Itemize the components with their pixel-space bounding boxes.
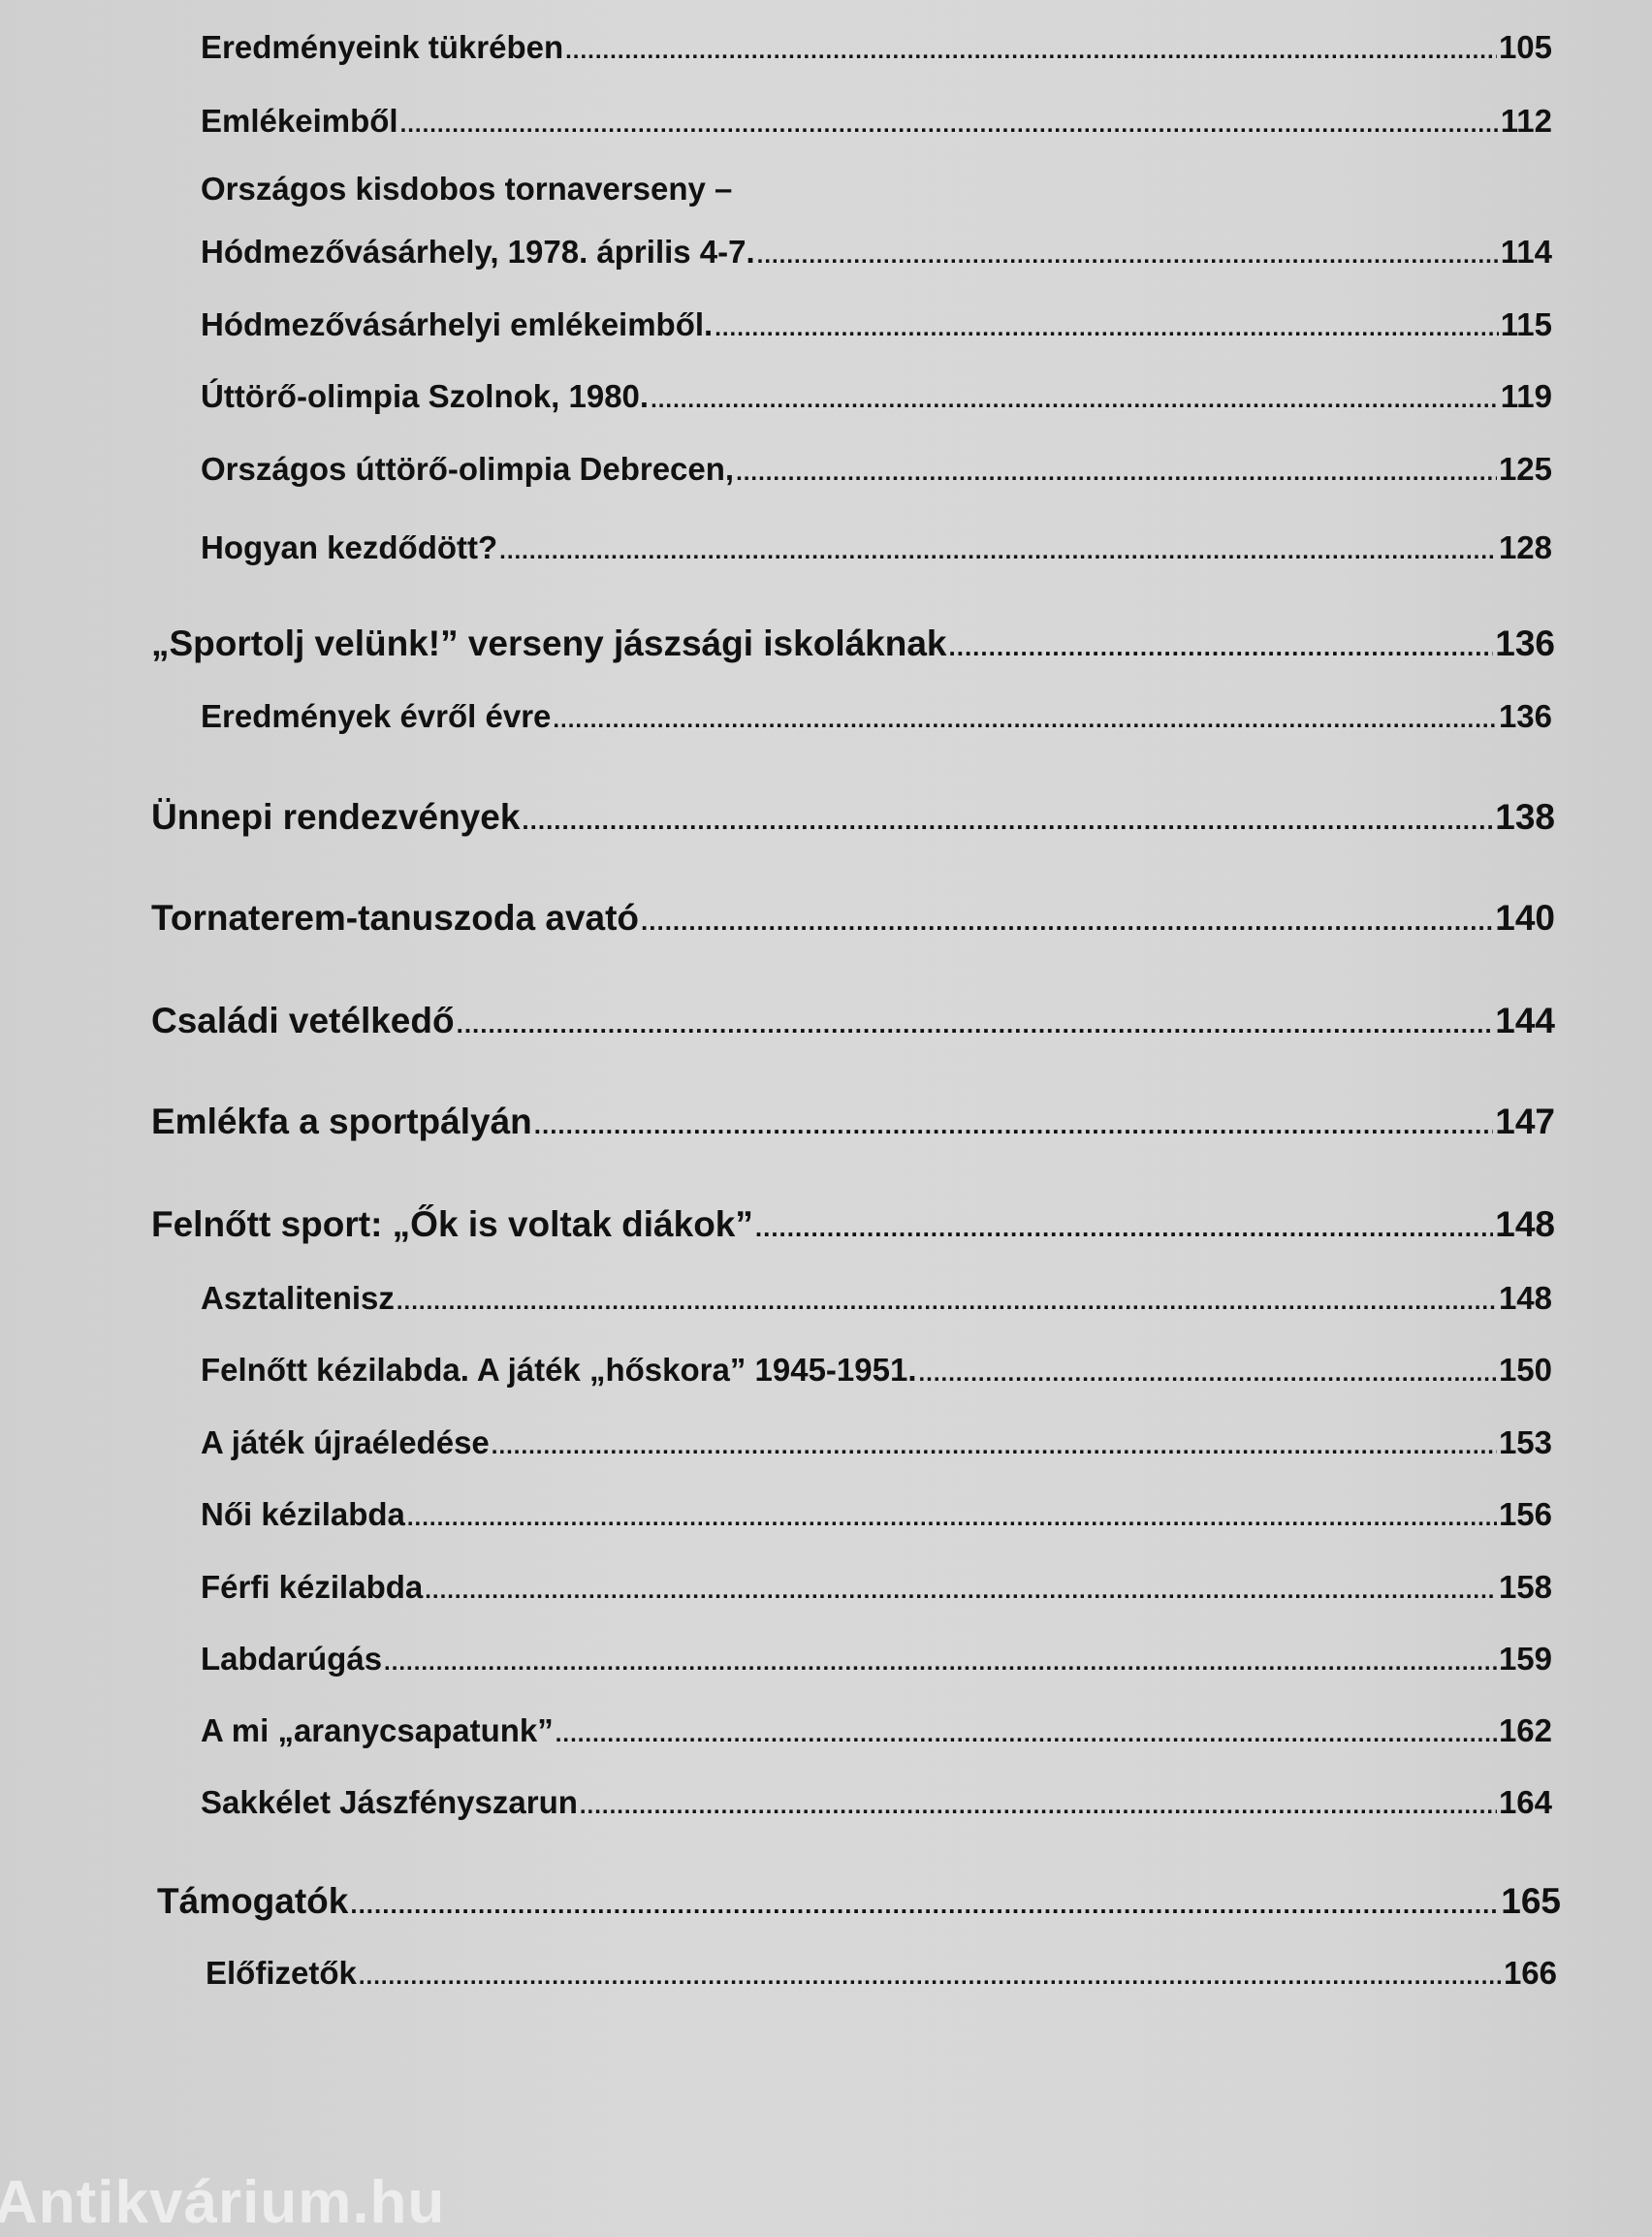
dot-leader bbox=[492, 1433, 1497, 1460]
toc-entry-title: Családi vetélkedő bbox=[151, 1001, 455, 1040]
toc-entry: „Sportolj velünk!” verseny jászsági isko… bbox=[151, 623, 1555, 664]
toc-entry-page: 112 bbox=[1500, 103, 1552, 139]
dot-leader bbox=[534, 1110, 1494, 1140]
toc-entry-title: Tornaterem-tanuszoda avató bbox=[151, 898, 640, 938]
toc-entry-title: Sakkélet Jászfényszarun bbox=[201, 1784, 578, 1820]
toc-entry: Labdarúgás 159 bbox=[201, 1641, 1552, 1678]
dot-leader bbox=[359, 1964, 1502, 1991]
toc-entry-page: 136 bbox=[1495, 623, 1555, 663]
dot-leader bbox=[499, 538, 1497, 565]
toc-entry-title: A játék újraéledése bbox=[201, 1424, 490, 1460]
toc-entry-page: 158 bbox=[1498, 1569, 1552, 1605]
dot-leader bbox=[949, 632, 1494, 662]
toc-entry-title: Országos úttörő-olimpia Debrecen, bbox=[201, 451, 735, 487]
toc-entry: Női kézilabda 156 bbox=[201, 1496, 1552, 1533]
dot-leader bbox=[522, 806, 1493, 836]
toc-entry-title: Támogatók bbox=[157, 1881, 349, 1921]
toc-entry-title: Hódmezővásárhelyi emlékeimből. bbox=[201, 306, 714, 342]
toc-entry-title: „Sportolj velünk!” verseny jászsági isko… bbox=[151, 623, 947, 663]
dot-leader bbox=[553, 707, 1497, 734]
toc-entry-page: 165 bbox=[1501, 1881, 1561, 1921]
toc-entry-page: 105 bbox=[1498, 29, 1552, 65]
toc-entry-title: Női kézilabda bbox=[201, 1496, 405, 1532]
toc-entry-title: Felnőtt sport: „Ők is voltak diákok” bbox=[151, 1204, 753, 1244]
toc-entry-page: 148 bbox=[1498, 1280, 1552, 1316]
toc-entry-page: 128 bbox=[1498, 529, 1552, 565]
toc-entry-page: 144 bbox=[1495, 1001, 1555, 1040]
toc-entry-title: Eredmények évről évre bbox=[201, 698, 552, 734]
toc-entry: Hogyan kezdődött? 128 bbox=[201, 529, 1552, 566]
toc-entry-page: 140 bbox=[1495, 898, 1555, 938]
toc-entry-page: 115 bbox=[1500, 306, 1552, 342]
toc-entry-title: Úttörő-olimpia Szolnok, 1980. bbox=[201, 378, 650, 414]
toc-entry: Asztalitenisz 148 bbox=[201, 1280, 1552, 1317]
toc-entry-page: 148 bbox=[1495, 1204, 1555, 1244]
toc-entry: Hódmezővásárhely, 1978. április 4-7. 114 bbox=[201, 234, 1552, 271]
toc-entry: A mi „aranycsapatunk” 162 bbox=[201, 1712, 1552, 1749]
toc-entry: Úttörő-olimpia Szolnok, 1980. 119 bbox=[201, 378, 1552, 415]
dot-leader bbox=[384, 1649, 1497, 1677]
toc-entry: Tornaterem-tanuszoda avató 140 bbox=[151, 898, 1555, 939]
toc-entry-page: 162 bbox=[1498, 1712, 1552, 1748]
toc-entry-page: 114 bbox=[1500, 234, 1552, 270]
toc-entry-title: Előfizetők bbox=[206, 1955, 357, 1991]
toc-entry-title: Felnőtt kézilabda. A játék „hőskora” 194… bbox=[201, 1352, 917, 1388]
toc-entry-title: Emlékeimből bbox=[201, 103, 398, 139]
dot-leader bbox=[715, 315, 1499, 342]
toc-entry-page: 164 bbox=[1498, 1784, 1552, 1820]
toc-entry-page: 136 bbox=[1498, 698, 1552, 734]
toc-entry-title: Asztalitenisz bbox=[201, 1280, 395, 1316]
dot-leader bbox=[457, 1009, 1494, 1039]
toc-entry: Sakkélet Jászfényszarun 164 bbox=[201, 1784, 1552, 1821]
toc-entry-title: Emlékfa a sportpályán bbox=[151, 1102, 532, 1141]
toc-entry: Emlékeimből 112 bbox=[201, 103, 1552, 140]
toc-entry-page: 138 bbox=[1495, 797, 1555, 837]
dot-leader bbox=[651, 387, 1499, 414]
toc-entry: Támogatók 165 bbox=[157, 1881, 1561, 1922]
toc-entry-page: 125 bbox=[1498, 451, 1552, 487]
toc-entry-title: Férfi kézilabda bbox=[201, 1569, 424, 1605]
dot-leader bbox=[757, 242, 1499, 270]
toc-entry: Hódmezővásárhelyi emlékeimből. 115 bbox=[201, 306, 1552, 343]
toc-entry: Ünnepi rendezvények 138 bbox=[151, 797, 1555, 838]
toc-entry: Felnőtt sport: „Ők is voltak diákok” 148 bbox=[151, 1204, 1555, 1245]
dot-leader bbox=[580, 1793, 1497, 1820]
toc-entry: Előfizetők 166 bbox=[206, 1955, 1557, 1992]
toc-entry-title: Eredményeink tükrében bbox=[201, 29, 564, 65]
toc-entry: Eredmények évről évre 136 bbox=[201, 698, 1552, 735]
dot-leader bbox=[556, 1721, 1497, 1748]
dot-leader bbox=[641, 907, 1493, 937]
toc-entry-title: Hogyan kezdődött? bbox=[201, 529, 498, 565]
toc-entry-page: 156 bbox=[1498, 1496, 1552, 1532]
dot-leader bbox=[397, 1289, 1497, 1316]
dot-leader bbox=[736, 460, 1497, 487]
toc-entry: Eredményeink tükrében 105 bbox=[201, 29, 1552, 66]
toc-entry: Családi vetélkedő 144 bbox=[151, 1001, 1555, 1041]
toc-entry: Országos kisdobos tornaverseny – bbox=[201, 171, 1552, 208]
toc-entry: Férfi kézilabda 158 bbox=[201, 1569, 1552, 1606]
dot-leader bbox=[350, 1890, 1499, 1920]
toc-entry-title: A mi „aranycsapatunk” bbox=[201, 1712, 554, 1748]
toc-entry-title: Hódmezővásárhely, 1978. április 4-7. bbox=[201, 234, 755, 270]
toc-entry: Emlékfa a sportpályán 147 bbox=[151, 1102, 1555, 1142]
toc-entry-title: Országos kisdobos tornaverseny – bbox=[201, 171, 733, 207]
toc-entry: A játék újraéledése 153 bbox=[201, 1424, 1552, 1461]
dot-leader bbox=[565, 38, 1497, 65]
toc-entry-page: 166 bbox=[1503, 1955, 1557, 1991]
dot-leader bbox=[425, 1578, 1497, 1605]
dot-leader bbox=[400, 112, 1499, 139]
toc-entry-page: 159 bbox=[1498, 1641, 1552, 1677]
toc-entry: Felnőtt kézilabda. A játék „hőskora” 194… bbox=[201, 1352, 1552, 1389]
toc-entry-page: 147 bbox=[1495, 1102, 1555, 1141]
toc-entry-title: Ünnepi rendezvények bbox=[151, 797, 521, 837]
dot-leader bbox=[919, 1360, 1497, 1388]
toc-entry-page: 153 bbox=[1498, 1424, 1552, 1460]
toc-entry-page: 119 bbox=[1500, 378, 1552, 414]
toc-entry-title: Labdarúgás bbox=[201, 1641, 383, 1677]
dot-leader bbox=[755, 1213, 1493, 1243]
toc-entry: Országos úttörő-olimpia Debrecen, 125 bbox=[201, 451, 1552, 488]
toc-entry-page: 150 bbox=[1498, 1352, 1552, 1388]
dot-leader bbox=[407, 1505, 1497, 1532]
